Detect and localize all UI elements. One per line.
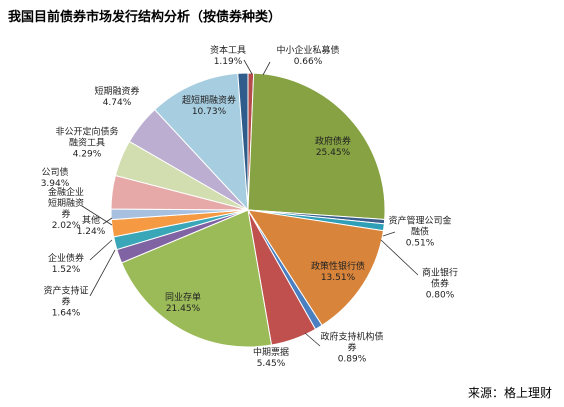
slice-value-label: 21.45%: [166, 304, 201, 314]
slice-value-label: 4.74%: [103, 98, 132, 108]
slice-name-label: 券: [347, 342, 356, 354]
slice-name-label: 政府支持机构债: [320, 331, 383, 343]
slice-value-label: 1.52%: [52, 265, 81, 275]
slice-value-label: 0.89%: [338, 355, 367, 365]
source-note: 来源：格上理财: [467, 386, 552, 400]
slice-value-label: 4.29%: [73, 150, 102, 160]
slice-value-label: 1.19%: [214, 57, 243, 67]
slice-name-label: 资产支持证: [43, 285, 88, 297]
chart-title: 我国目前债券市场发行结构分析（按债券种类）: [8, 10, 282, 25]
slice-value-label: 1.64%: [52, 309, 81, 319]
slice-name-label: 中小企业私募债: [276, 44, 339, 56]
leader-line-0: [262, 61, 271, 76]
leader-line-11: [102, 217, 113, 225]
slice-name-label: 企业债券: [48, 252, 84, 264]
leader-line-5: [304, 332, 321, 347]
leader-line-8: [89, 249, 116, 297]
slice-name-label: 短期融资: [48, 197, 84, 209]
slice-name-label: 融资工具: [69, 138, 105, 149]
slice-name-label: 融债: [411, 226, 429, 238]
pie-slice-1: [247, 72, 386, 221]
leader-line-16: [243, 59, 253, 75]
pie-slice-7: [120, 209, 273, 348]
slice-name-label: 超短期融资券: [182, 94, 236, 106]
slice-value-label: 0.66%: [294, 57, 323, 67]
slice-name-label: 公司债: [41, 166, 68, 178]
slice-name-label: 金融企业: [48, 186, 84, 198]
pie-slice-15: [154, 72, 249, 212]
slice-name-label: 中期票据: [253, 346, 289, 358]
slice-name-label: 政府债券: [315, 135, 351, 147]
slice-value-label: 10.73%: [192, 107, 227, 117]
slice-name-label: 券: [61, 296, 70, 308]
slice-name-label: 非公开定向债务: [55, 126, 118, 138]
pie-slice-16: [237, 72, 249, 211]
slice-name-label: 资本工具: [210, 44, 246, 56]
pie-slice-4: [246, 209, 384, 326]
slice-value-label: 5.45%: [257, 359, 286, 369]
leader-line-10: [81, 205, 113, 226]
slice-value-label: 13.51%: [321, 273, 356, 283]
slice-value-label: 1.24%: [77, 227, 106, 237]
slice-value-label: 2.02%: [52, 221, 81, 231]
slice-name-label: 政策性银行债: [311, 260, 365, 272]
slice-label-11: 其他1.24%: [77, 214, 106, 237]
leader-line-2: [382, 231, 396, 237]
slice-value-label: 25.45%: [316, 148, 351, 158]
leader-line-9: [89, 239, 113, 261]
slice-name-label: 债券: [431, 278, 449, 290]
slice-value-label: 0.51%: [406, 239, 435, 249]
slice-value-label: 3.94%: [41, 179, 70, 189]
slice-name-label: 其他: [82, 214, 100, 226]
slice-name-label: 商业银行: [422, 267, 458, 279]
leader-line-3: [380, 239, 419, 276]
slice-name-label: 资产管理公司金: [388, 215, 451, 227]
slice-name-label: 同业存单: [165, 291, 201, 303]
slice-name-label: 券: [61, 208, 70, 220]
slice-value-label: 0.80%: [426, 291, 455, 301]
slice-name-label: 短期融资券: [94, 85, 139, 97]
